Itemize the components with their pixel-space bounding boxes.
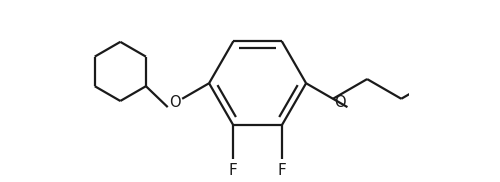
Text: O: O [169, 95, 181, 110]
Text: O: O [334, 95, 346, 110]
Text: F: F [229, 163, 237, 178]
Text: F: F [278, 163, 286, 178]
